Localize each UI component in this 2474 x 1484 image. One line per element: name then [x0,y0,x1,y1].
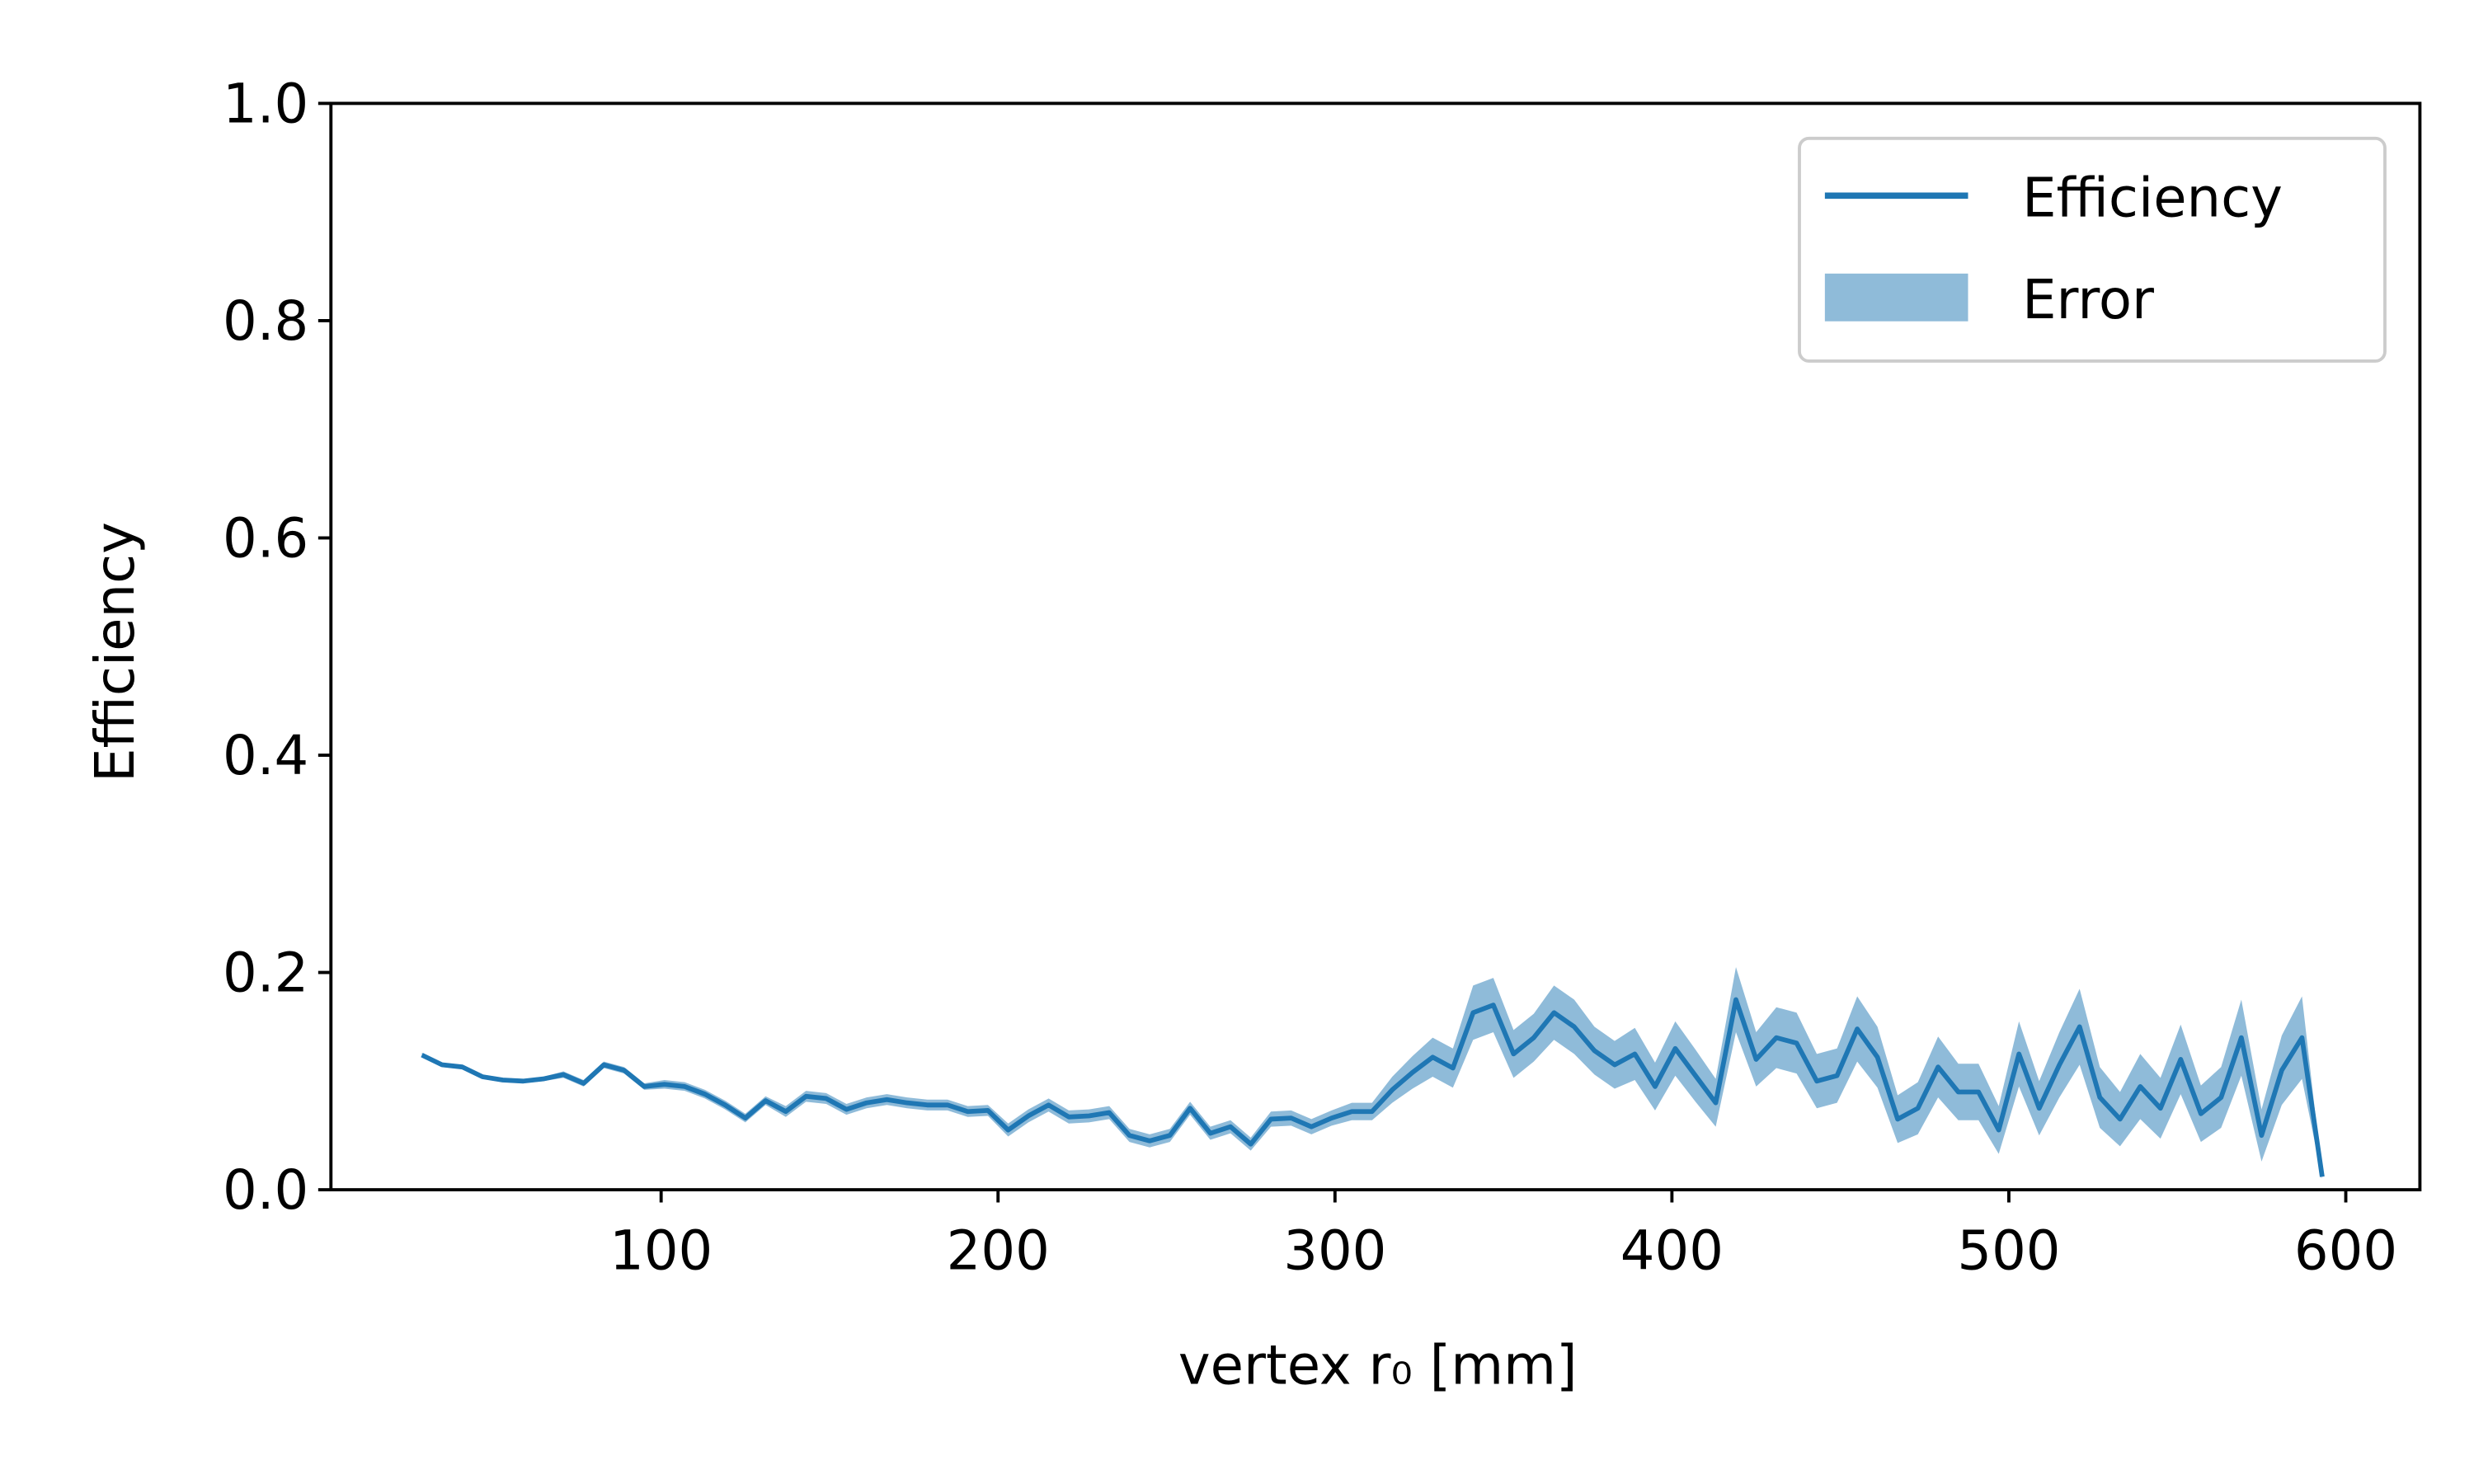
x-tick-label: 300 [1283,1220,1386,1283]
legend-label: Error [2022,269,2154,331]
y-tick-label: 0.4 [223,725,308,787]
plot-frame [329,101,2422,1192]
legend-swatch [1824,273,1968,322]
y-tick-label: 1.0 [223,73,308,136]
x-tick-label: 500 [1957,1220,2060,1283]
y-tick-label: 0.0 [223,1159,308,1222]
legend-label: Efficiency [2022,167,2283,229]
x-tick-label: 200 [947,1220,1050,1283]
y-tick-label: 0.8 [223,290,308,353]
y-tick-label: 0.2 [223,942,308,1005]
efficiency-line [421,997,2325,1177]
y-tick-label: 0.6 [223,508,308,571]
x-axis-label: vertex r₀ [mm] [1178,1334,1578,1397]
x-tick-label: 100 [609,1220,713,1283]
y-axis-label: Efficiency [84,522,147,782]
x-tick-label: 600 [2294,1220,2397,1283]
error-band [421,966,2322,1179]
x-tick-label: 400 [1620,1220,1724,1283]
